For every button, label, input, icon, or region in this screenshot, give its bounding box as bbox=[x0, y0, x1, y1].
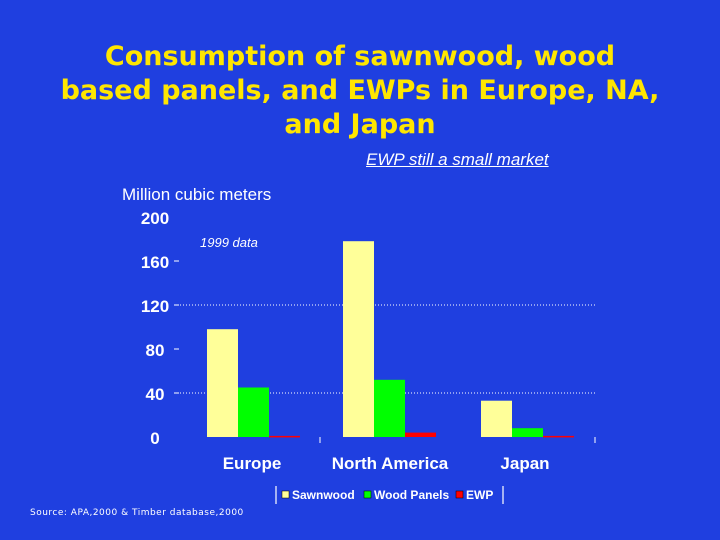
legend-label: Sawnwood bbox=[292, 488, 355, 502]
y-tick-label: 160 bbox=[141, 253, 169, 272]
bar-sawnwood bbox=[207, 329, 238, 437]
slide-title: Consumption of sawnwood, wood based pane… bbox=[60, 41, 660, 140]
legend-swatch bbox=[455, 490, 464, 499]
y-tick-label: 80 bbox=[146, 341, 165, 360]
legend-label: EWP bbox=[466, 488, 493, 502]
legend-swatch bbox=[281, 490, 290, 499]
y-axis-label: Million cubic meters bbox=[122, 185, 271, 204]
bar-ewp bbox=[405, 432, 436, 437]
bar-wood-panels bbox=[374, 379, 405, 437]
bar-wood-panels bbox=[238, 387, 269, 437]
chart-annotation: 1999 data bbox=[200, 235, 258, 250]
slide-subtitle: EWP still a small market bbox=[366, 150, 549, 169]
y-tick-label: 40 bbox=[146, 385, 165, 404]
bar-sawnwood bbox=[343, 241, 374, 437]
bar-wood-panels bbox=[512, 428, 543, 437]
x-category-label: North America bbox=[332, 454, 449, 473]
source-note: Source: APA,2000 & Timber database,2000 bbox=[30, 508, 244, 518]
bar-ewp bbox=[543, 435, 574, 438]
x-category-label: Europe bbox=[223, 454, 282, 473]
x-category-label: Japan bbox=[500, 454, 549, 473]
y-tick-label: 0 bbox=[150, 429, 159, 448]
y-tick-label: 120 bbox=[141, 297, 169, 316]
bar-sawnwood bbox=[481, 400, 512, 437]
y-tick-label: 200 bbox=[141, 209, 169, 228]
legend-swatch bbox=[363, 490, 372, 499]
bar-ewp bbox=[269, 435, 300, 438]
legend-label: Wood Panels bbox=[374, 488, 449, 502]
